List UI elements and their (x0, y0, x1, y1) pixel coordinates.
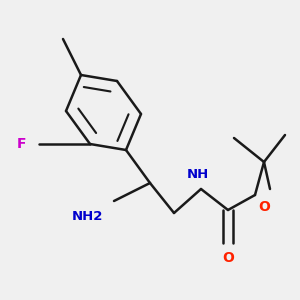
Text: NH2: NH2 (71, 209, 103, 223)
Text: NH: NH (187, 167, 209, 181)
Text: O: O (222, 251, 234, 265)
Text: O: O (258, 200, 270, 214)
Text: F: F (16, 137, 26, 151)
